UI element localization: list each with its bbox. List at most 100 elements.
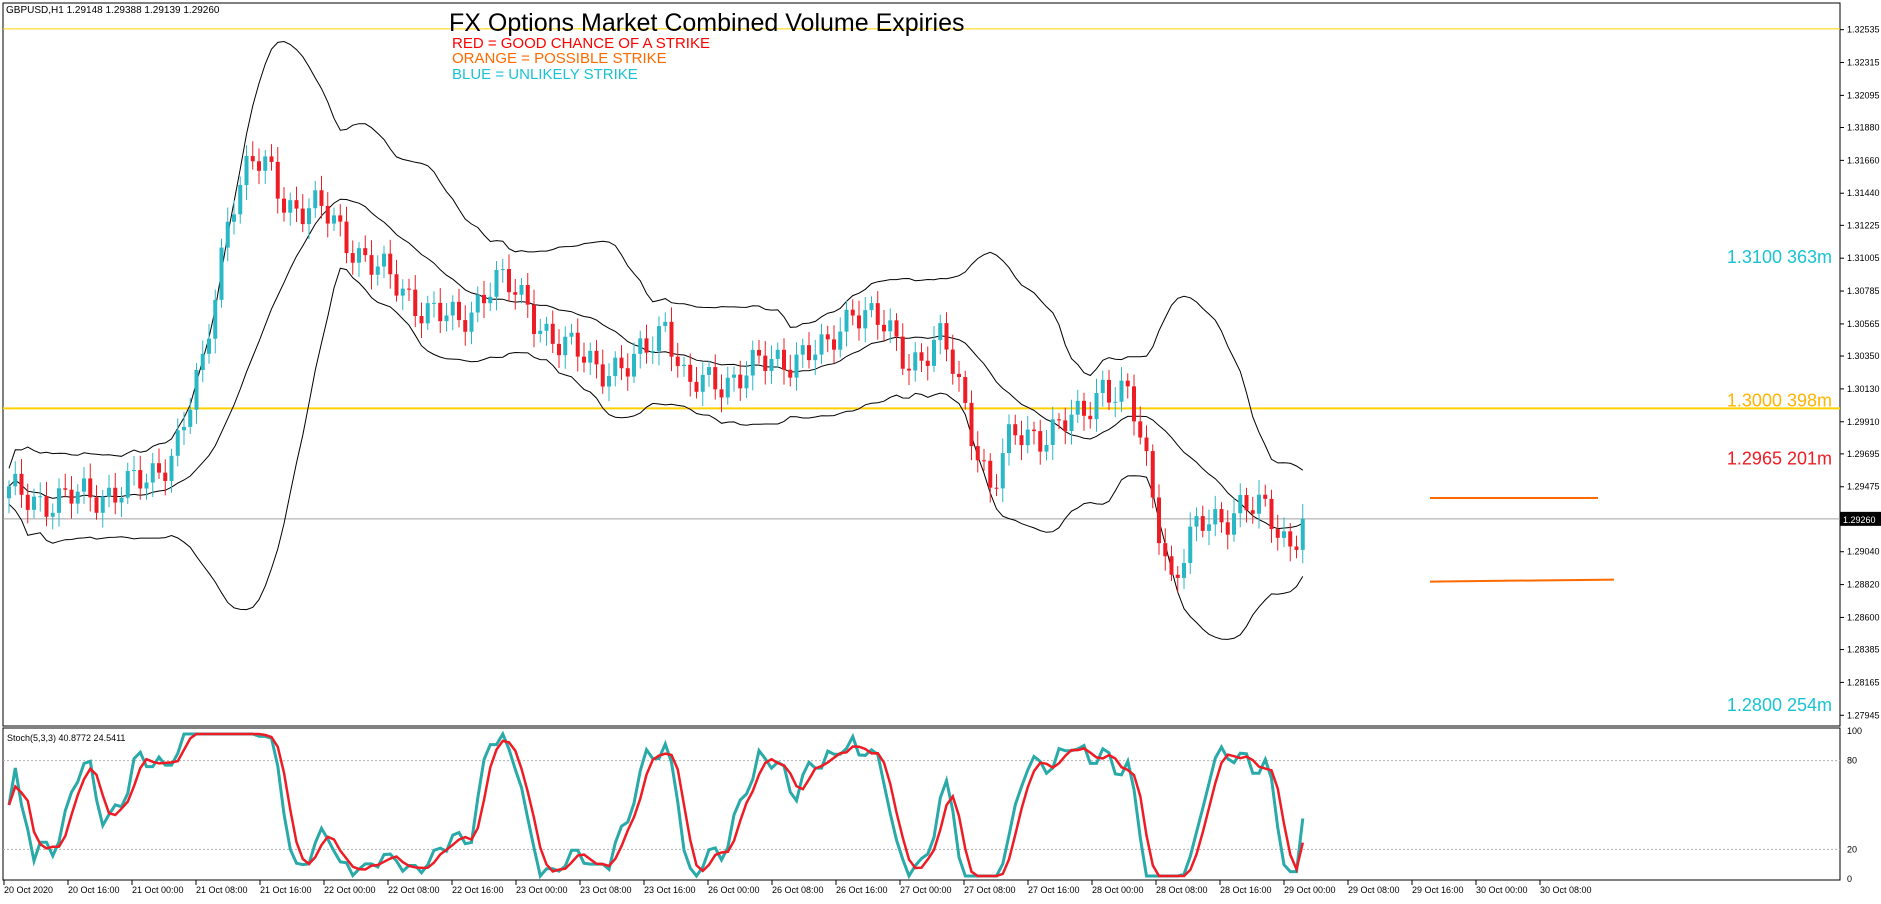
symbol-header: GBPUSD,H1 1.29148 1.29388 1.29139 1.2926… [6,5,220,16]
bear-candle [438,302,443,322]
price-tick-label: 1.32095 [1847,90,1880,100]
bull-candle [144,482,149,489]
bull-candle [100,496,105,513]
bull-candle [132,470,136,472]
bear-candle [994,487,999,489]
legend-red: RED = GOOD CHANCE OF A STRIKE [452,35,710,52]
bull-candle [1188,526,1193,563]
bear-candle [919,352,924,361]
level-labels: 1.3100 363m 1.3000 398m 1.2965 201m 1.2800 … [1727,247,1832,715]
bull-candle [432,302,436,304]
bear-candle [907,368,911,371]
legend-orange: ORANGE = POSSIBLE STRIKE [452,50,667,67]
time-tick-label: 23 Oct 16:00 [644,885,696,895]
bull-candle [1050,419,1055,445]
range-low-line [1429,578,1615,583]
bear-candle [625,368,630,377]
bear-candle [807,345,811,361]
bull-candle [682,364,686,367]
bear-candle [875,303,880,325]
bear-candle [857,315,861,329]
time-tick-label: 23 Oct 08:00 [580,885,632,895]
strike-label: 1.3000 398m [1727,390,1832,410]
bear-candle [957,373,961,378]
bear-candle [963,377,968,403]
bear-candle [257,161,261,171]
price-tick-label: 1.31880 [1847,122,1880,132]
bull-candle [1194,516,1199,527]
bear-candle [882,324,886,332]
bear-candle [344,221,349,254]
bear-candle [1200,516,1205,531]
stoch-tick-label: 80 [1847,756,1857,766]
candlesticks [7,141,1305,593]
strike-label: 1.2965 201m [1727,449,1832,469]
bull-candle [632,353,636,377]
bull-candle [232,214,236,222]
bear-candle [644,338,649,353]
bear-candle [1032,429,1036,432]
bull-candle [213,299,218,339]
bear-candle [594,350,599,365]
bear-candle [694,381,699,392]
bull-candle [107,487,111,497]
stoch-tick-label: 100 [1847,726,1862,736]
price-tick-label: 1.28600 [1847,612,1880,622]
time-tick-label: 27 Oct 00:00 [900,885,952,895]
bull-candle [182,426,186,431]
bull-candle [663,321,668,327]
bear-candle [338,215,343,222]
strike-label: 1.2800 254m [1727,695,1832,715]
price-tick-label: 1.30350 [1847,351,1880,361]
bull-candle [544,323,549,331]
bull-candle [519,284,524,295]
bear-candle [1138,421,1143,438]
bull-candle [563,336,568,356]
price-tick-label: 1.29695 [1847,449,1880,459]
bull-candle [400,288,405,296]
bull-candle [125,471,130,498]
bollinger-bands [8,40,1304,640]
time-tick-label: 29 Oct 16:00 [1412,885,1464,895]
price-tick-label: 1.28385 [1847,645,1880,655]
bull-candle [1119,380,1124,402]
bear-candle [44,496,49,517]
bull-candle [800,345,805,355]
time-tick-label: 28 Oct 08:00 [1156,885,1208,895]
bear-candle [669,321,674,357]
bear-candle [719,389,724,398]
bear-candle [294,200,299,209]
bear-candle [1088,415,1093,420]
time-tick-label: 26 Oct 00:00 [708,885,760,895]
price-panel-frame [2,2,1841,727]
bull-candle [175,430,180,456]
bear-candle [19,473,24,495]
time-tick-label: 21 Oct 16:00 [260,885,312,895]
bear-candle [1057,419,1061,421]
bull-candle [1182,562,1186,578]
bear-candle [757,349,761,356]
bear-candle [788,369,793,378]
bull-candle [638,338,643,354]
bear-candle [1163,543,1168,557]
bear-candle [513,292,518,295]
bear-candle [782,349,786,370]
price-tick-label: 1.28165 [1847,677,1880,687]
bull-candle [1207,524,1211,531]
bull-candle [57,488,61,513]
bull-candle [938,323,943,340]
time-tick-label: 30 Oct 08:00 [1540,885,1592,895]
bull-candle [1069,414,1074,432]
bear-candle [969,402,974,447]
time-tick-label: 30 Oct 00:00 [1476,885,1528,895]
time-tick-label: 20 Oct 2020 [4,885,53,895]
legend-blue: BLUE = UNLIKELY STRIKE [452,66,638,83]
bull-candle [219,247,224,300]
bull-candle [194,369,199,410]
bear-candle [269,156,274,162]
stochastic-header: Stoch(5,3,3) 40.8772 24.5411 [7,733,125,743]
bear-candle [557,343,561,356]
time-tick-label: 21 Oct 08:00 [196,885,248,895]
bull-candle [75,491,80,504]
